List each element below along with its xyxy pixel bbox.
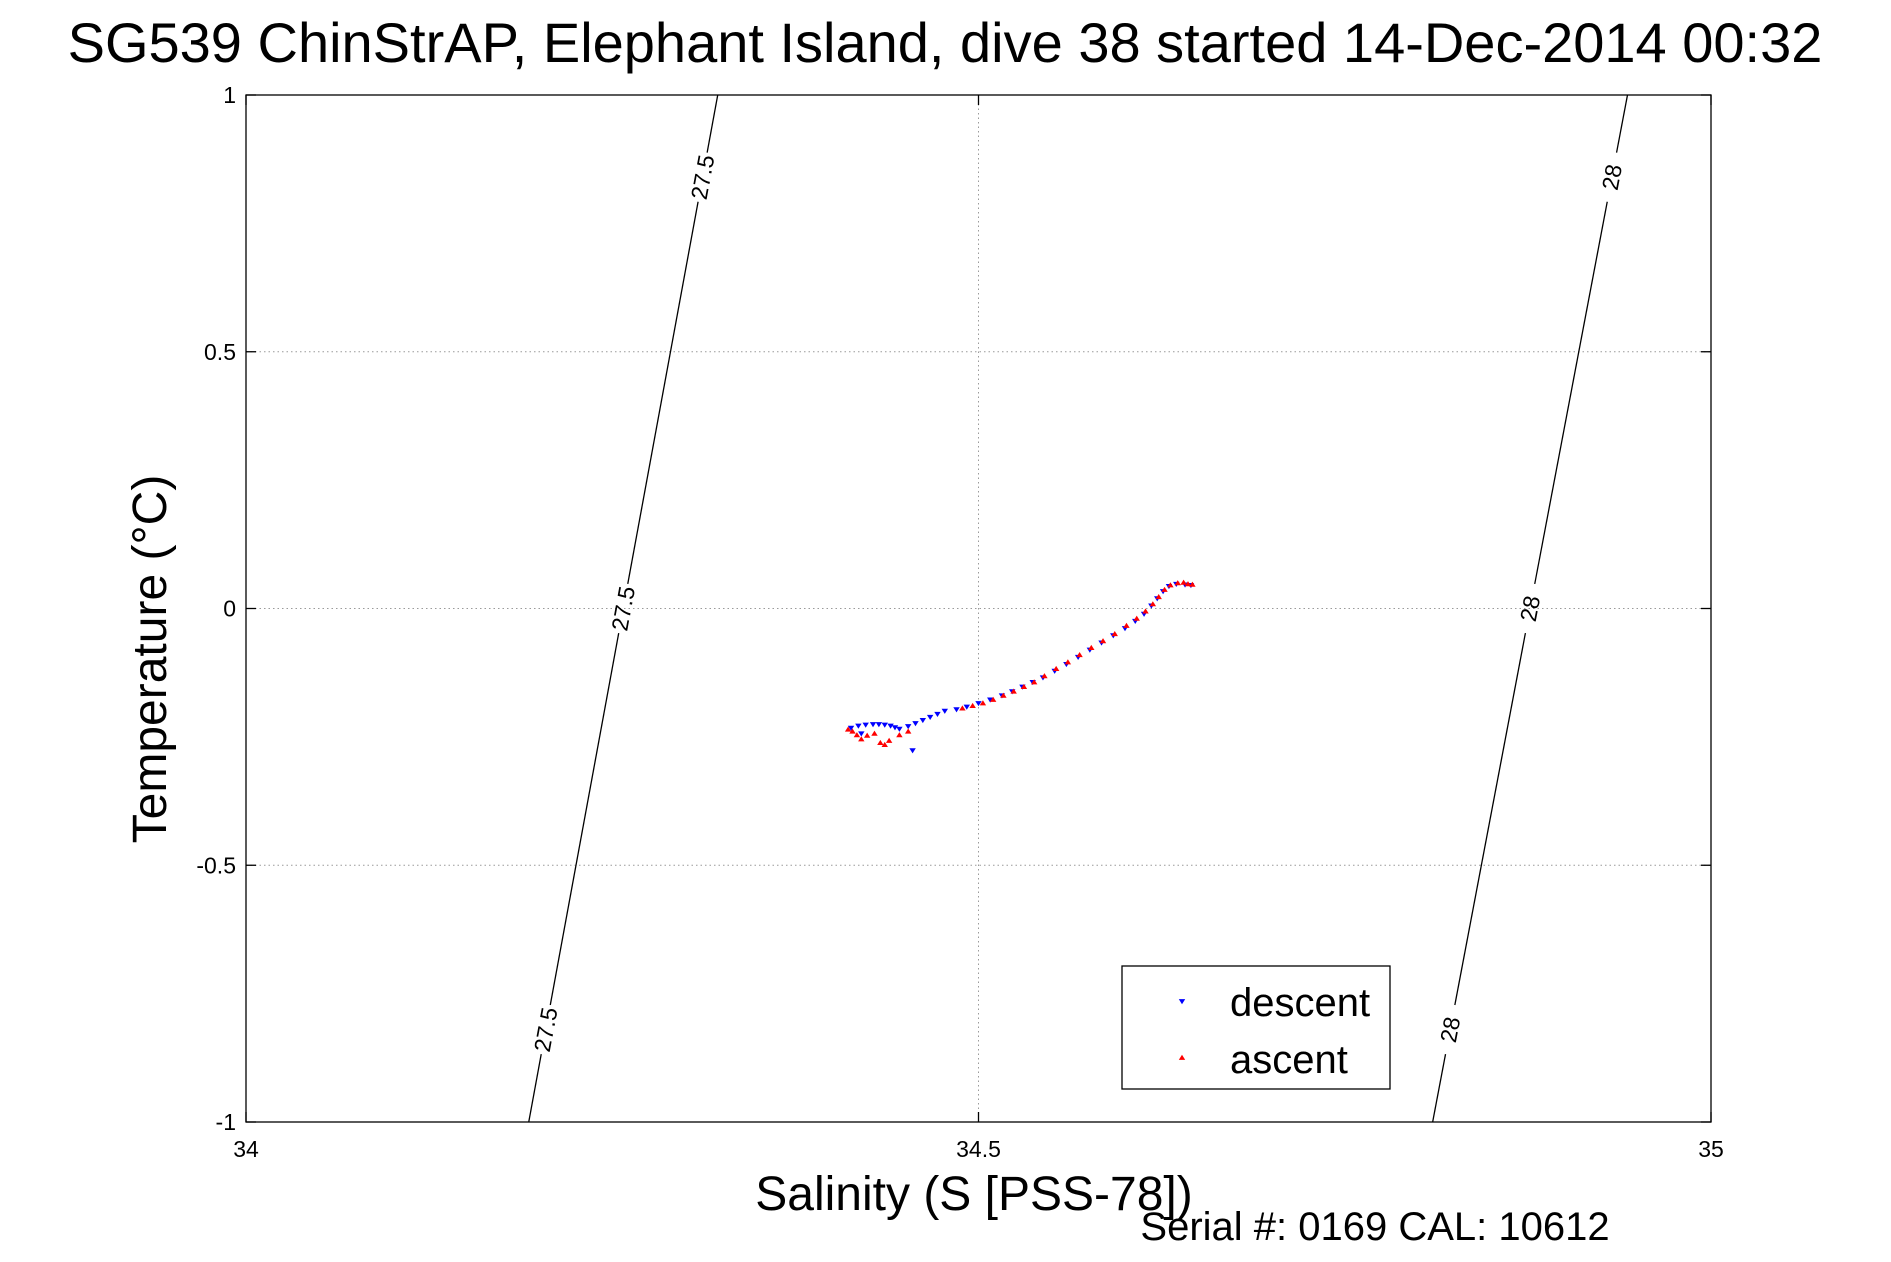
ascent-point [1041, 673, 1048, 679]
x-tick-label: 34.5 [956, 1136, 1001, 1162]
legend-marker-ascent [1178, 1054, 1186, 1060]
ascent-point [1161, 586, 1168, 592]
ascent-point [1149, 601, 1157, 607]
ascent-point [1133, 615, 1140, 621]
ascent-point [1155, 594, 1162, 600]
y-tick-label: 0.5 [204, 339, 236, 365]
ascent-point [989, 696, 997, 702]
ascent-point [904, 728, 912, 734]
isopycnal-28-segment-0 [1432, 1054, 1447, 1123]
ascent-point [1010, 688, 1017, 694]
descent-point [847, 725, 855, 731]
descent-point [926, 714, 934, 721]
descent-point [896, 726, 903, 732]
isopycnal-27.5-segment-0 [528, 1054, 542, 1123]
descent-point [881, 722, 888, 728]
ascent-point [1174, 580, 1181, 586]
isopycnal-27.5-segment-end [706, 94, 719, 153]
ascent-point [871, 730, 878, 736]
ascent-point [1142, 608, 1149, 614]
x-axis-label: Salinity (S [PSS-78]) [755, 1168, 1192, 1221]
isopycnal-27.5-segment-2 [627, 201, 699, 585]
descent-point [941, 708, 949, 714]
ascent-point [969, 702, 976, 708]
legend-label-ascent: ascent [1230, 1038, 1348, 1082]
descent-point [919, 718, 927, 724]
isopycnal-28-segment-2 [1534, 201, 1608, 585]
ascent-point [896, 732, 903, 738]
ascent-point [1064, 659, 1072, 665]
ascent-point [1076, 652, 1083, 658]
x-tick-label: 34 [233, 1136, 259, 1162]
ascent-point [1099, 638, 1107, 644]
ascent-point [1123, 622, 1130, 628]
isopycnal-label-28: 28 [1435, 1015, 1465, 1045]
ascent-point [877, 739, 884, 745]
x-tick-label: 35 [1698, 1136, 1724, 1162]
isopycnal-28-segment-1 [1454, 632, 1527, 1006]
ascent-point [1000, 692, 1007, 698]
legend-marker-descent [1178, 999, 1186, 1005]
descent-point [934, 711, 941, 717]
descent-point [975, 701, 982, 707]
descent-point [912, 721, 919, 727]
descent-point [887, 723, 894, 729]
isopycnal-label-28: 28 [1597, 162, 1627, 192]
ascent-point [1020, 683, 1028, 689]
descent-point [858, 731, 865, 737]
ascent-point [881, 741, 888, 748]
y-tick-label: -1 [216, 1109, 236, 1135]
legend-label-descent: descent [1230, 981, 1370, 1025]
isopycnal-27.5-segment-1 [549, 632, 620, 1006]
ascent-point [1167, 582, 1174, 588]
chart-title: SG539 ChinStrAP, Elephant Island, dive 3… [68, 11, 1823, 74]
legend: descent ascent [1121, 965, 1391, 1090]
isopycnal-label-28: 28 [1515, 594, 1545, 624]
ascent-point [1111, 630, 1118, 637]
isopycnal-28-segment-end [1615, 94, 1629, 153]
descent-point [909, 748, 916, 754]
ascent-point [863, 732, 871, 738]
serial-cal-footer: Serial #: 0169 CAL: 10612 [1140, 1205, 1609, 1249]
ascent-point [959, 705, 966, 711]
y-tick-label: -0.5 [196, 852, 236, 878]
ascent-point [979, 700, 987, 706]
descent-point [855, 723, 862, 729]
y-axis-label: Temperature (°C) [124, 475, 177, 844]
ascent-point [1189, 581, 1196, 587]
descent-point [953, 707, 960, 713]
ascent-point [853, 732, 861, 738]
ascent-point [849, 728, 856, 734]
ascent-point [1180, 579, 1187, 585]
descent-point [987, 697, 994, 703]
descent-point [869, 722, 877, 728]
ascent-point [1088, 644, 1095, 650]
y-tick-label: 1 [223, 82, 236, 108]
descent-point [862, 722, 869, 728]
ascent-point [1184, 581, 1192, 587]
descent-point [963, 704, 970, 710]
ascent-point [1052, 665, 1060, 672]
descent-point [891, 725, 899, 731]
legend-box [1121, 965, 1391, 1090]
descent-point [904, 724, 912, 730]
ascent-point [844, 726, 852, 732]
ascent-point [885, 737, 893, 743]
descent-point [875, 722, 883, 728]
y-tick-label: 0 [223, 596, 236, 622]
ascent-point [1030, 679, 1038, 685]
ascent-point [858, 736, 865, 742]
